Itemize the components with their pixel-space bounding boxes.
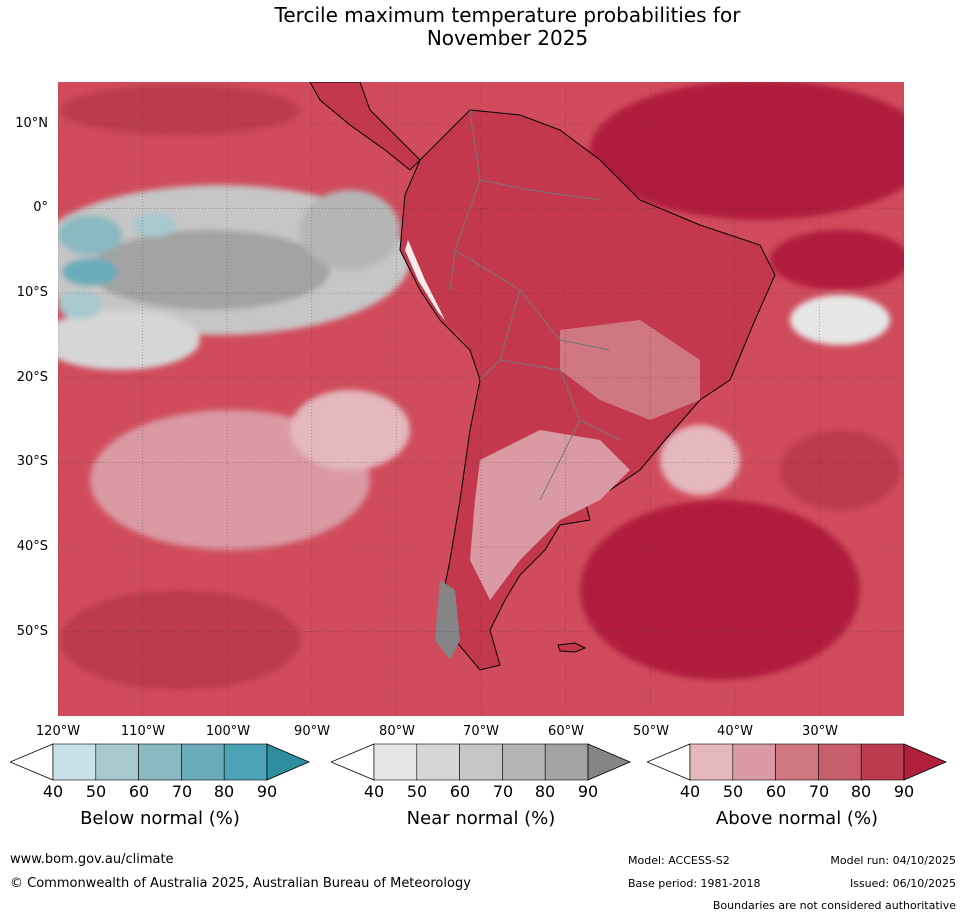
- patch-atlantic-light: [660, 425, 740, 495]
- model-run-date: Model run: 04/10/2025: [830, 854, 956, 867]
- lat-label: 10°N: [15, 116, 48, 131]
- lat-label: 50°S: [16, 624, 48, 639]
- patch-north-pacific: [60, 85, 300, 135]
- title-line-1: Tercile maximum temperature probabilitie…: [274, 3, 741, 27]
- colorbar-tick: 40: [679, 782, 701, 801]
- central-america-land: [309, 82, 421, 171]
- patch-below-normal-3: [62, 258, 118, 286]
- colorbar-tick: 60: [765, 782, 787, 801]
- lat-label: 20°S: [16, 370, 48, 385]
- lat-label: 40°S: [16, 539, 48, 554]
- patch-below-normal-1: [58, 215, 122, 255]
- copyright-text: © Commonwealth of Australia 2025, Austra…: [10, 876, 471, 891]
- colorbar-segment: [544, 743, 589, 781]
- lon-label: 80°W: [379, 724, 415, 739]
- colorbar-tick: 80: [850, 782, 872, 801]
- lon-label: 100°W: [205, 724, 251, 739]
- colorbar-tick: 40: [363, 782, 385, 801]
- website-link[interactable]: www.bom.gov.au/climate: [10, 852, 174, 867]
- colorbar-segment: [373, 743, 418, 781]
- colorbar-tick: 50: [85, 782, 107, 801]
- colorbar-min-extension: [331, 743, 375, 781]
- colorbar-segment: [732, 743, 776, 781]
- colorbar-max-extension: [587, 743, 631, 781]
- colorbar-segment: [181, 743, 225, 781]
- colorbar-segment: [502, 743, 546, 781]
- colorbar-near-normal: [331, 742, 631, 782]
- probability-map: [58, 82, 904, 716]
- colorbar-above-normal: [647, 742, 947, 782]
- colorbar-segment: [818, 743, 862, 781]
- lat-label: 30°S: [16, 454, 48, 469]
- colorbar-tick: 90: [893, 782, 915, 801]
- colorbar-tick: 70: [808, 782, 830, 801]
- colorbar-max-extension: [903, 743, 947, 781]
- brazil-light-region: [560, 320, 700, 420]
- graticule: [58, 82, 904, 716]
- colorbar-tick: 40: [42, 782, 64, 801]
- lon-label: 40°W: [717, 724, 753, 739]
- colorbar-tick: 60: [449, 782, 471, 801]
- patch-tropical-atlantic: [770, 230, 904, 290]
- country-borders: [449, 109, 621, 501]
- colorbar-min-extension: [10, 743, 54, 781]
- patch-south-pacific: [60, 590, 300, 690]
- patch-near-normal-edge: [58, 310, 200, 370]
- falkland-islands: [557, 642, 587, 653]
- colorbar-tick: 70: [171, 782, 193, 801]
- disclaimer: Boundaries are not considered authoritat…: [712, 899, 956, 912]
- patch-south-atlantic: [580, 500, 860, 680]
- patch-north-atlantic: [590, 82, 904, 220]
- patch-south-atlantic-2: [780, 430, 900, 510]
- colorbar-tick: 50: [406, 782, 428, 801]
- andes-light-strip: [405, 240, 470, 350]
- colorbar-segment: [138, 743, 182, 781]
- patch-atlantic-light-2: [790, 295, 890, 345]
- colorbar-tick: 90: [256, 782, 278, 801]
- colorbar-max-extension: [266, 743, 310, 781]
- colorbar-tick: 60: [128, 782, 150, 801]
- lat-label: 10°S: [16, 285, 48, 300]
- patch-below-normal-2: [133, 213, 177, 237]
- colorbar-below-normal: [10, 742, 310, 782]
- lon-label: 70°W: [463, 724, 499, 739]
- colorbar-segment: [95, 743, 139, 781]
- patch-near-normal-core: [90, 230, 330, 310]
- patagonia-near-normal: [435, 580, 460, 660]
- colorbar-title-near: Near normal (%): [406, 808, 556, 829]
- interior-light-region: [470, 430, 630, 600]
- lon-label: 30°W: [802, 724, 838, 739]
- chart-title: Tercile maximum temperature probabilitie…: [0, 4, 965, 50]
- title-line-2: November 2025: [426, 26, 589, 50]
- lon-label: 110°W: [120, 724, 166, 739]
- patch-pacific-mid-2: [290, 390, 410, 470]
- base-period: Base period: 1981-2018: [628, 877, 761, 890]
- issued-date: Issued: 06/10/2025: [849, 877, 956, 890]
- colorbar-segment: [860, 743, 905, 781]
- colorbar-min-extension: [647, 743, 691, 781]
- colorbar-tick: 50: [722, 782, 744, 801]
- colorbar-tick: 70: [492, 782, 514, 801]
- lat-label: 0°: [33, 200, 48, 215]
- lon-label: 120°W: [35, 724, 81, 739]
- colorbar-title-below: Below normal (%): [80, 808, 240, 829]
- model-name: Model: ACCESS-S2: [628, 854, 730, 867]
- patch-near-normal-coast: [300, 190, 400, 270]
- patch-below-normal-4: [58, 291, 102, 319]
- colorbar-tick: 80: [213, 782, 235, 801]
- lon-label: 60°W: [548, 724, 584, 739]
- colorbar-segment: [52, 743, 97, 781]
- colorbar-segment: [223, 743, 268, 781]
- colorbar-tick: 80: [534, 782, 556, 801]
- lon-label: 90°W: [294, 724, 330, 739]
- lon-label: 50°W: [633, 724, 669, 739]
- colorbar-segment: [775, 743, 819, 781]
- colorbar-title-above: Above normal (%): [715, 808, 879, 829]
- colorbar-segment: [416, 743, 460, 781]
- colorbar-tick: 90: [577, 782, 599, 801]
- colorbar-segment: [459, 743, 503, 781]
- colorbar-segment: [689, 743, 734, 781]
